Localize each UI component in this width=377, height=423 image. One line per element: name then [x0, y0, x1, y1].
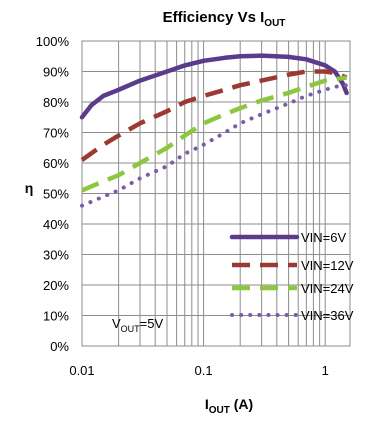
legend-label: VIN=36V	[301, 308, 354, 323]
y-tick-label: 50%	[43, 187, 69, 202]
y-axis-label: η	[25, 180, 34, 196]
legend-label: VIN=12V	[301, 258, 354, 273]
y-tick-label: 30%	[43, 248, 69, 263]
x-axis-ticks: 0.01 0.1 1	[69, 363, 328, 378]
y-tick-label: 20%	[43, 278, 69, 293]
x-tick-label: 1	[322, 363, 329, 378]
vout-annotation: VOUT=5V	[112, 316, 163, 334]
series-line-4	[80, 83, 349, 208]
series-line-3	[81, 75, 347, 193]
x-tick-label: 0.1	[195, 363, 213, 378]
y-tick-label: 0%	[50, 339, 69, 354]
legend-label: VIN=24V	[301, 281, 354, 296]
legend-label: VIN=6V	[301, 230, 346, 245]
grid	[82, 41, 350, 346]
y-tick-label: 60%	[43, 156, 69, 171]
series-line-2	[80, 69, 348, 162]
y-tick-label: 80%	[43, 95, 69, 110]
y-tick-label: 40%	[43, 217, 69, 232]
plot-area-border	[81, 40, 351, 347]
legend: VIN=6V VIN=12V VIN=24V VIN=36V	[229, 230, 354, 323]
series-line-1	[79, 53, 349, 120]
y-tick-label: 90%	[43, 65, 69, 80]
y-tick-label: 100%	[36, 34, 70, 49]
x-axis-label: IOUT (A)	[205, 396, 253, 416]
y-tick-label: 70%	[43, 126, 69, 141]
y-tick-label: 10%	[43, 309, 69, 324]
x-tick-label: 0.01	[69, 363, 94, 378]
chart-title: Efficiency Vs IOUT	[163, 9, 286, 29]
y-axis-ticks: 0% 10% 20% 30% 40% 50% 60% 70% 80% 90% 100%	[36, 34, 70, 354]
series-lines	[79, 53, 349, 208]
